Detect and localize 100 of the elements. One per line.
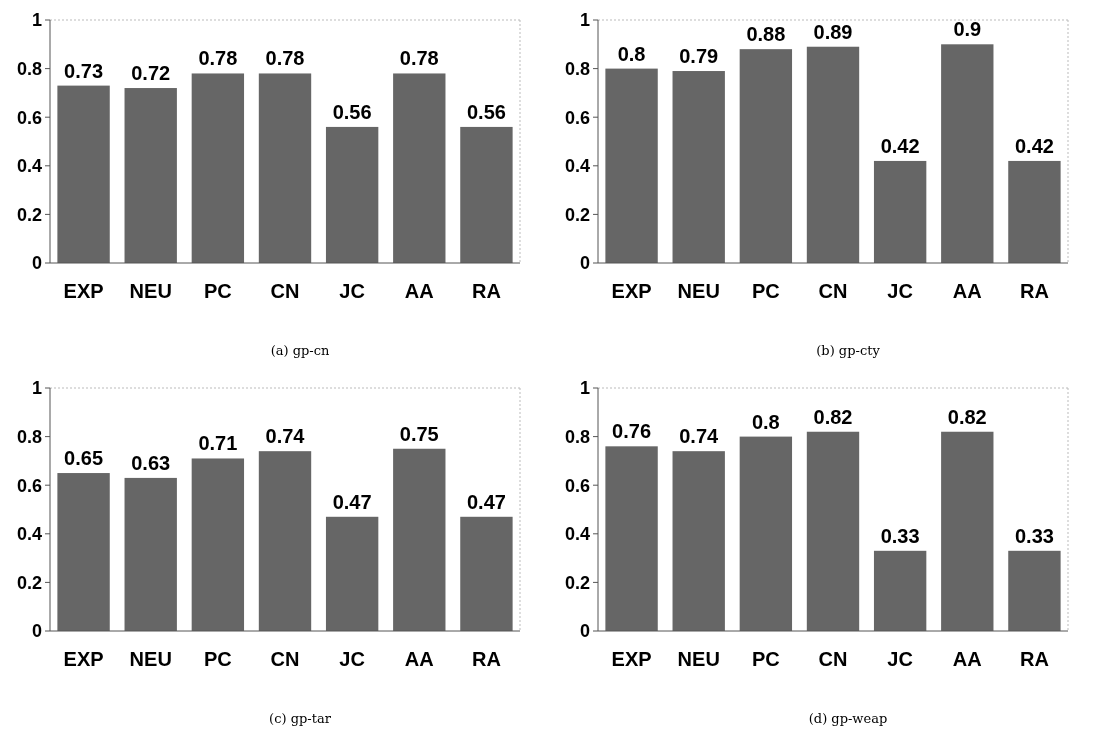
x-tick-label: NEU xyxy=(677,648,720,670)
bar xyxy=(460,516,513,631)
y-tick-label: 0.6 xyxy=(16,475,42,496)
bar xyxy=(1008,550,1061,631)
bar xyxy=(460,126,513,263)
bar xyxy=(393,73,446,263)
data-label: 0.47 xyxy=(466,490,506,513)
x-tick-label: JC xyxy=(887,280,913,302)
data-label: 0.56 xyxy=(466,100,506,123)
bar xyxy=(325,516,379,631)
bar xyxy=(739,436,793,631)
bar xyxy=(873,550,927,631)
x-tick-label: AA xyxy=(952,280,982,302)
data-label: 0.72 xyxy=(131,62,171,85)
data-label: 0.56 xyxy=(332,100,372,123)
x-tick-label: AA xyxy=(404,280,434,302)
bar xyxy=(672,71,725,263)
x-tick-label: EXP xyxy=(611,648,652,670)
bar xyxy=(57,473,110,631)
x-tick-label: AA xyxy=(952,648,982,670)
y-tick-label: 0.4 xyxy=(16,524,42,545)
x-tick-label: RA xyxy=(1019,648,1049,670)
y-tick-label: 0 xyxy=(31,253,42,274)
x-tick-label: RA xyxy=(471,648,501,670)
x-tick-label: CN xyxy=(270,648,300,670)
x-tick-label: PC xyxy=(751,648,780,670)
y-tick-label: 1 xyxy=(579,10,590,31)
data-label: 0.42 xyxy=(1014,134,1054,157)
y-tick-label: 0.2 xyxy=(16,572,42,593)
data-label: 0.63 xyxy=(131,451,171,474)
x-tick-label: NEU xyxy=(677,280,720,302)
x-tick-label: RA xyxy=(471,280,501,302)
data-label: 0.33 xyxy=(1014,524,1054,547)
text: (b) gp-cty xyxy=(816,343,881,358)
bar xyxy=(191,458,245,631)
bar xyxy=(191,73,245,263)
y-tick-label: 0.8 xyxy=(564,58,590,79)
bar xyxy=(57,85,110,263)
bar xyxy=(258,73,312,263)
bar xyxy=(124,477,177,631)
y-tick-label: 1 xyxy=(579,378,590,399)
data-label: 0.75 xyxy=(399,422,439,445)
y-tick-label: 1 xyxy=(31,10,42,31)
bar xyxy=(605,446,658,631)
y-tick-label: 0.6 xyxy=(564,475,590,496)
y-tick-label: 0.2 xyxy=(564,204,590,225)
x-tick-label: NEU xyxy=(129,648,172,670)
bar xyxy=(806,46,860,263)
bar xyxy=(325,126,379,263)
data-label: 0.71 xyxy=(198,432,238,455)
text: (a) gp-cn xyxy=(270,343,330,358)
data-label: 0.78 xyxy=(265,47,305,70)
bar xyxy=(1008,160,1061,263)
y-tick-label: 0.8 xyxy=(564,426,590,447)
y-tick-label: 0.6 xyxy=(16,107,42,128)
y-tick-label: 0.4 xyxy=(564,156,590,177)
data-label: 0.88 xyxy=(746,23,786,46)
x-tick-label: JC xyxy=(339,280,365,302)
x-tick-label: JC xyxy=(887,648,913,670)
y-tick-label: 0.8 xyxy=(16,58,42,79)
text: (d) gp-weap xyxy=(808,711,888,726)
text: (c) gp-tar xyxy=(269,711,332,726)
bar xyxy=(124,88,177,263)
data-label: 0.9 xyxy=(953,18,982,41)
bar xyxy=(806,431,860,631)
bar xyxy=(941,44,994,263)
x-tick-label: EXP xyxy=(611,280,652,302)
x-tick-label: CN xyxy=(818,648,848,670)
x-tick-label: EXP xyxy=(63,648,104,670)
y-tick-label: 1 xyxy=(31,378,42,399)
x-tick-label: PC xyxy=(751,280,780,302)
x-tick-label: PC xyxy=(203,280,232,302)
y-tick-label: 0 xyxy=(31,621,42,642)
data-label: 0.33 xyxy=(880,524,920,547)
data-label: 0.73 xyxy=(64,59,104,82)
y-tick-label: 0 xyxy=(579,253,590,274)
y-tick-label: 0.4 xyxy=(564,524,590,545)
data-label: 0.89 xyxy=(813,20,853,43)
x-tick-label: NEU xyxy=(129,280,172,302)
y-tick-label: 0.8 xyxy=(16,426,42,447)
bar xyxy=(739,49,793,263)
x-tick-label: CN xyxy=(818,280,848,302)
y-tick-label: 0.2 xyxy=(16,204,42,225)
data-label: 0.78 xyxy=(198,47,238,70)
x-tick-label: RA xyxy=(1019,280,1049,302)
x-tick-label: AA xyxy=(404,648,434,670)
data-label: 0.8 xyxy=(751,410,780,433)
data-label: 0.78 xyxy=(399,47,439,70)
data-label: 0.76 xyxy=(612,420,652,443)
data-label: 0.79 xyxy=(679,45,719,68)
data-label: 0.82 xyxy=(947,405,987,428)
data-label: 0.82 xyxy=(813,405,853,428)
y-tick-label: 0.6 xyxy=(564,107,590,128)
bar xyxy=(605,68,658,263)
data-label: 0.47 xyxy=(332,490,372,513)
x-tick-label: PC xyxy=(203,648,232,670)
bar xyxy=(873,160,927,263)
y-tick-label: 0.2 xyxy=(564,572,590,593)
bar xyxy=(672,451,725,631)
data-label: 0.8 xyxy=(617,42,646,65)
